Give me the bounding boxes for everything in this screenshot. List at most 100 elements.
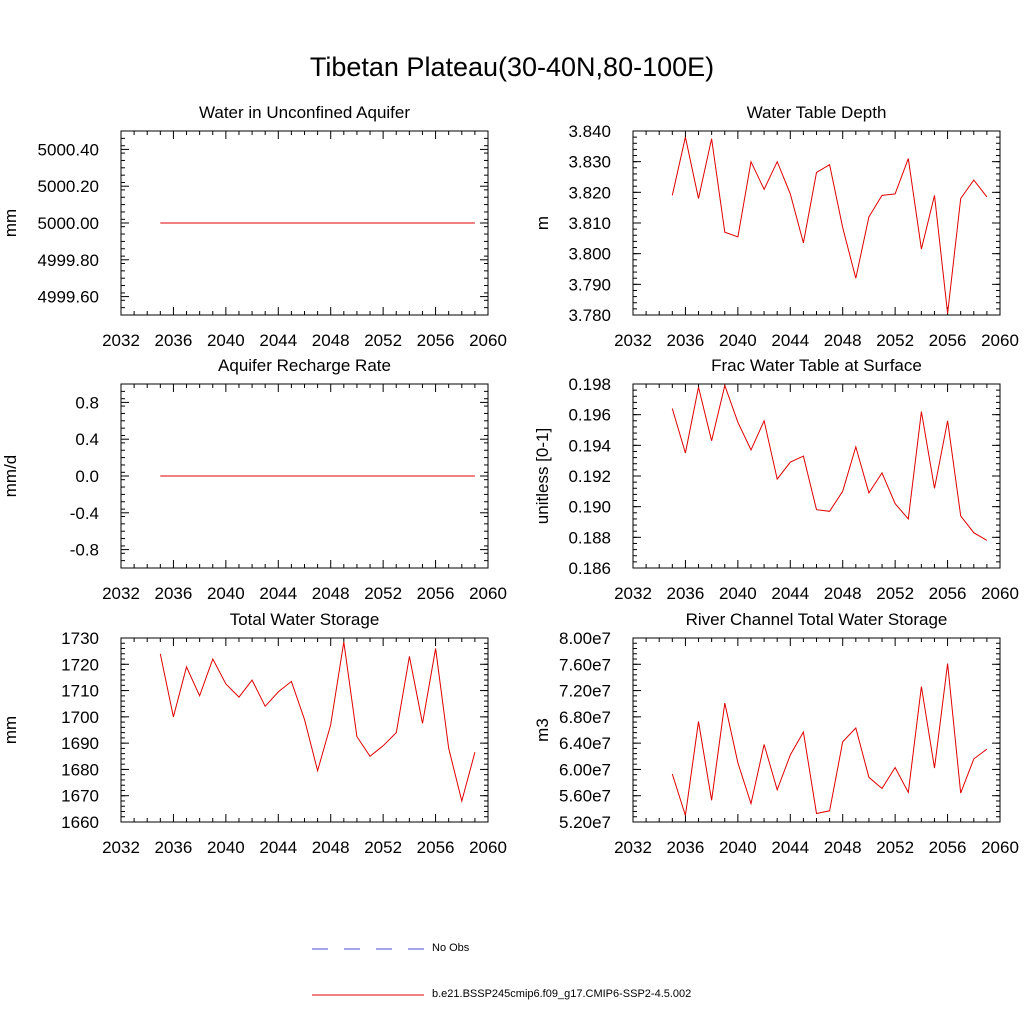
x-tick-label: 2060 (981, 838, 1019, 857)
y-tick-label: 0.190 (568, 498, 611, 517)
x-tick-label: 2048 (824, 838, 862, 857)
y-tick-label: -0.8 (70, 541, 99, 560)
x-tick-label: 2032 (102, 584, 140, 603)
chart-title: Water Table Depth (747, 103, 887, 122)
x-tick-label: 2036 (155, 584, 193, 603)
y-tick-label: 3.810 (568, 214, 611, 233)
y-tick-label: 0.0 (75, 467, 99, 486)
x-tick-label: 2052 (364, 331, 402, 350)
x-tick-label: 2060 (981, 584, 1019, 603)
y-tick-label: 4999.60 (38, 288, 99, 307)
x-tick-label: 2036 (667, 584, 705, 603)
x-tick-label: 2056 (417, 838, 455, 857)
y-tick-label: 1700 (61, 708, 99, 727)
y-tick-label: 0.198 (568, 375, 611, 394)
y-tick-label: 3.780 (568, 306, 611, 325)
y-tick-label: 5.60e7 (559, 787, 611, 806)
chart-title: Aquifer Recharge Rate (218, 356, 391, 375)
x-tick-label: 2036 (155, 838, 193, 857)
x-tick-label: 2040 (207, 584, 245, 603)
y-tick-label: 0.194 (568, 436, 611, 455)
x-tick-label: 2044 (259, 838, 297, 857)
x-tick-label: 2052 (876, 331, 914, 350)
chart-panel-4: Frac Water Table at Surface unitless [0-1… (533, 356, 1019, 603)
x-tick-label: 2052 (364, 838, 402, 857)
x-tick-label: 2060 (469, 584, 507, 603)
x-tick-label: 2056 (929, 838, 967, 857)
y-tick-label: 5000.20 (38, 177, 99, 196)
x-tick-label: 2056 (417, 331, 455, 350)
x-tick-label: 2036 (667, 331, 705, 350)
y-tick-label: 7.60e7 (559, 655, 611, 674)
x-tick-label: 2032 (102, 838, 140, 857)
y-tick-label: 3.820 (568, 183, 611, 202)
y-tick-label: 1680 (61, 760, 99, 779)
y-tick-label: 6.80e7 (559, 708, 611, 727)
x-tick-label: 2048 (824, 331, 862, 350)
x-tick-label: 2032 (614, 838, 652, 857)
chart-panel-3: Aquifer Recharge Rate mm/d 2032 2036 2040 204… (1, 356, 507, 603)
x-tick-label: 2060 (469, 838, 507, 857)
chart-panel-5: Total Water Storage mm 2032 2036 2040 2044 204… (1, 610, 507, 857)
x-tick-label: 2044 (771, 584, 809, 603)
y-tick-label: 5000.00 (38, 214, 99, 233)
y-axis-label: m (533, 216, 552, 230)
y-tick-label: 0.4 (75, 430, 99, 449)
y-tick-label: 1730 (61, 629, 99, 648)
y-tick-label: 0.8 (75, 393, 99, 412)
y-tick-label: 5.20e7 (559, 813, 611, 832)
y-tick-label: 0.186 (568, 559, 611, 578)
y-tick-label: 7.20e7 (559, 682, 611, 701)
plot-frame (632, 383, 1001, 569)
x-tick-label: 2032 (614, 584, 652, 603)
y-tick-label: 3.840 (568, 122, 611, 141)
series-line-1 (159, 641, 476, 803)
y-axis-label: mm (1, 209, 20, 237)
y-tick-label: 1720 (61, 655, 99, 674)
x-tick-label: 2052 (364, 584, 402, 603)
x-tick-label: 2040 (207, 331, 245, 350)
chart-panel-6: River Channel Total Water Storage m3 2032 2… (533, 610, 1019, 857)
chart-title: Frac Water Table at Surface (711, 356, 922, 375)
x-tick-label: 2044 (771, 331, 809, 350)
x-tick-label: 2032 (614, 331, 652, 350)
y-tick-label: 6.40e7 (559, 734, 611, 753)
y-tick-label: 3.800 (568, 245, 611, 264)
x-tick-label: 2048 (312, 331, 350, 350)
x-tick-label: 2056 (929, 584, 967, 603)
figure-title: Tibetan Plateau(30-40N,80-100E) (309, 52, 715, 82)
x-tick-label: 2036 (155, 331, 193, 350)
x-tick-label: 2056 (929, 331, 967, 350)
y-axis-label: mm/d (1, 455, 20, 498)
y-tick-label: 0.192 (568, 467, 611, 486)
y-tick-label: 5000.40 (38, 140, 99, 159)
chart-panel-2: Water Table Depth m 2032 2036 2040 2044 2048 20… (533, 103, 1019, 350)
y-axis-label: m3 (533, 718, 552, 742)
y-tick-label: 1670 (61, 787, 99, 806)
series-line-1 (671, 136, 988, 314)
x-tick-label: 2044 (259, 331, 297, 350)
y-tick-label: 3.790 (568, 275, 611, 294)
chart-title: River Channel Total Water Storage (686, 610, 948, 629)
y-tick-label: 1710 (61, 682, 99, 701)
y-axis-label: unitless [0-1] (533, 428, 552, 524)
chart-title: Water in Unconfined Aquifer (199, 103, 410, 122)
x-tick-label: 2036 (667, 838, 705, 857)
x-tick-label: 2052 (876, 838, 914, 857)
x-tick-label: 2048 (312, 838, 350, 857)
chart-panel-1: Water in Unconfined Aquifer mm 2032 2036 204… (1, 103, 507, 350)
x-tick-label: 2032 (102, 331, 140, 350)
x-tick-label: 2040 (719, 584, 757, 603)
y-axis-label: mm (1, 716, 20, 744)
y-tick-label: 8.00e7 (559, 629, 611, 648)
y-tick-label: 4999.80 (38, 251, 99, 270)
y-tick-label: 1690 (61, 734, 99, 753)
x-tick-label: 2040 (207, 838, 245, 857)
x-tick-label: 2040 (719, 838, 757, 857)
y-tick-label: 0.188 (568, 528, 611, 547)
series-line-1 (671, 663, 988, 816)
y-tick-label: -0.4 (70, 504, 99, 523)
x-tick-label: 2052 (876, 584, 914, 603)
x-tick-label: 2056 (417, 584, 455, 603)
